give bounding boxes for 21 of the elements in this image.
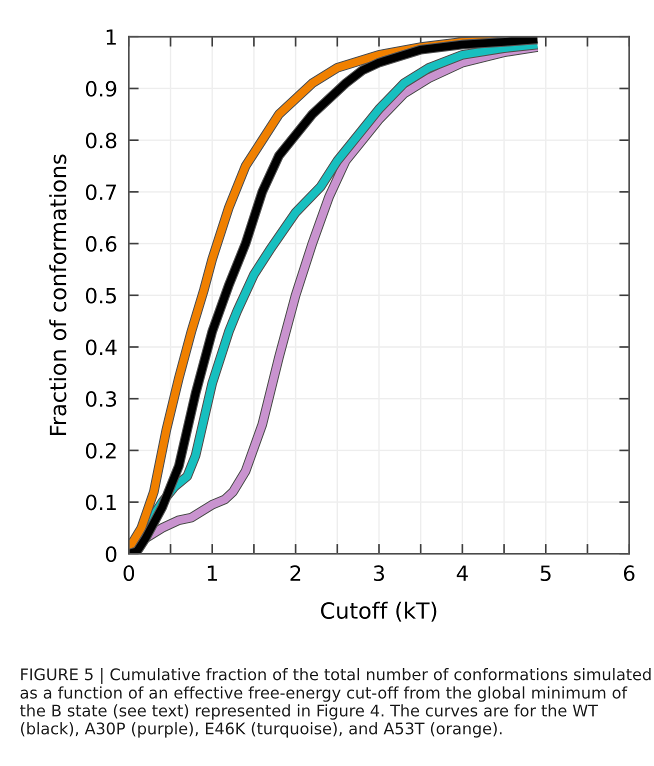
x-axis-title: Cutoff (kT) (321, 602, 436, 622)
y-tick-label: 0.7 (86, 184, 116, 200)
y-tick-label: 0.9 (86, 80, 116, 97)
caption: FIGURE 5 | Cumulative fraction of the total number of conformations simulated as a function of an effective free-energy cut-off from the global minimum of the B state (see text) represented in Figure 4. The curves are for the WT (black), A30P (purple), E46K (turquoise), and A53T (orange). (20, 668, 651, 738)
x-tick-label: 2 (290, 565, 300, 581)
y-tick-label: 0.1 (86, 494, 116, 510)
y-tick-label: 0.6 (86, 236, 116, 252)
y-tick-label: 0.4 (86, 339, 117, 356)
x-tick-label: 0 (124, 565, 134, 582)
x-tick-label: 3 (374, 565, 384, 582)
y-tick-label: 0.3 (86, 391, 116, 407)
y-tick-label: 0.8 (86, 132, 116, 148)
y-tick-label: 0 (106, 546, 116, 562)
y-tick-label: 1 (106, 29, 116, 45)
y-tick-label: 0.2 (86, 442, 116, 459)
y-tick-label: 0.5 (86, 288, 116, 304)
y-axis-title: Fraction of conformations (49, 154, 66, 435)
x-tick-label: 6 (624, 565, 634, 582)
x-tick-label: 5 (540, 566, 551, 582)
x-tick-label: 1 (208, 566, 217, 581)
x-tick-label: 4 (456, 566, 468, 581)
